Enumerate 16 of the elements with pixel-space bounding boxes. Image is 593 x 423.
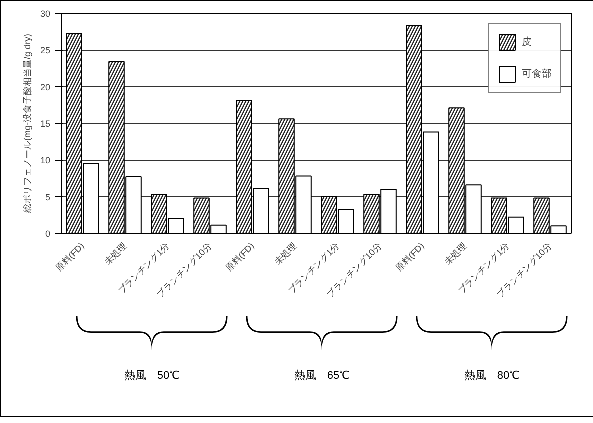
y-tick-label: 30	[40, 9, 51, 19]
y-tick-label: 25	[40, 46, 51, 56]
x-tick-label: 未処理	[442, 240, 469, 268]
y-tick-label: 15	[40, 119, 51, 129]
text: 熱風 80℃	[464, 369, 520, 382]
x-tick-label: 未処理	[102, 240, 129, 268]
legend-label: 可食部	[522, 68, 552, 81]
y-tick-label: 10	[40, 156, 51, 166]
y-tick-label: 5	[45, 192, 51, 202]
y-tick-label: 20	[40, 82, 51, 92]
text: 熱風 65℃	[294, 369, 350, 382]
x-tick-label: 未処理	[272, 240, 299, 268]
text: 熱風 50℃	[124, 369, 180, 382]
y-axis-title: 総ポリフェノール(mg-没食子酸相当量/g dry)	[22, 34, 32, 214]
legend-label: 皮	[522, 36, 533, 49]
y-tick-label: 0	[45, 229, 51, 239]
